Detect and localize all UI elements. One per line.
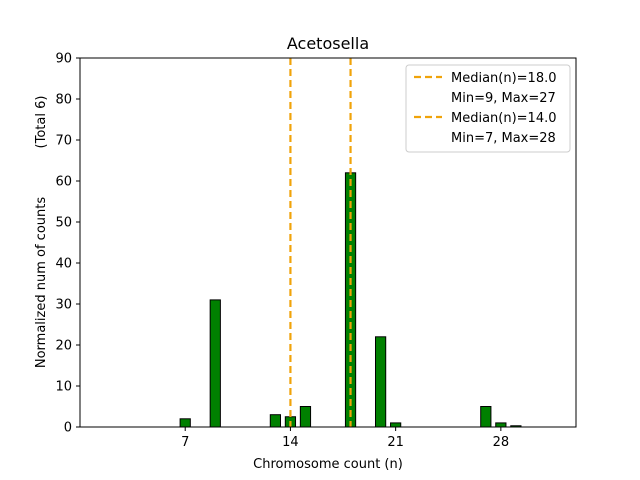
- y-tick-label-0: 0: [64, 421, 72, 436]
- bar-7-0: [179, 418, 191, 428]
- legend: Median(n)=18.0 Min=9, Max=27 Median(n)=14.…: [405, 64, 571, 153]
- y-axis-total-label: (Total 6): [34, 96, 49, 149]
- legend-box: [405, 64, 571, 153]
- y-tick-label-90: 90: [55, 52, 72, 67]
- x-axis: 7 14 21 28: [181, 427, 509, 450]
- x-axis-label: Chromosome count (n): [253, 457, 403, 472]
- legend-median-label-1: Median(n)=14.0: [451, 111, 557, 126]
- bar-20-6: [374, 336, 387, 428]
- y-tick-label-80: 80: [55, 93, 72, 108]
- x-tick-label-14: 14: [282, 435, 299, 450]
- bar-28-9: [495, 422, 507, 428]
- axes-frame: [79, 57, 577, 428]
- y-axis: 0 10 20 30 40 50 60 70 80 90: [55, 52, 80, 436]
- y-axis-label: Normalized num of counts: [34, 197, 49, 368]
- y-tick-label-40: 40: [55, 257, 72, 272]
- y-tick-label-30: 30: [55, 298, 72, 313]
- x-tick-label-7: 7: [181, 435, 189, 450]
- bar-27-8: [480, 406, 492, 428]
- y-tick-label-10: 10: [55, 380, 72, 395]
- y-tick-label-70: 70: [55, 134, 72, 149]
- bar-21-7: [390, 422, 402, 428]
- chart-title: Acetosella: [287, 34, 369, 53]
- x-tick-label-28: 28: [493, 435, 510, 450]
- legend-median-label-0: Median(n)=18.0: [451, 71, 557, 86]
- y-tick-label-60: 60: [55, 175, 72, 190]
- y-tick-label-20: 20: [55, 339, 72, 354]
- bar-13-2: [269, 414, 282, 428]
- y-tick-label-50: 50: [55, 216, 72, 231]
- x-tick-label-21: 21: [387, 435, 404, 450]
- bar-9-1: [209, 299, 221, 428]
- legend-range-label-1: Min=7, Max=28: [451, 131, 556, 146]
- median-lines: [289, 58, 352, 427]
- legend-range-label-0: Min=9, Max=27: [451, 91, 556, 106]
- bar-15-4: [299, 406, 312, 428]
